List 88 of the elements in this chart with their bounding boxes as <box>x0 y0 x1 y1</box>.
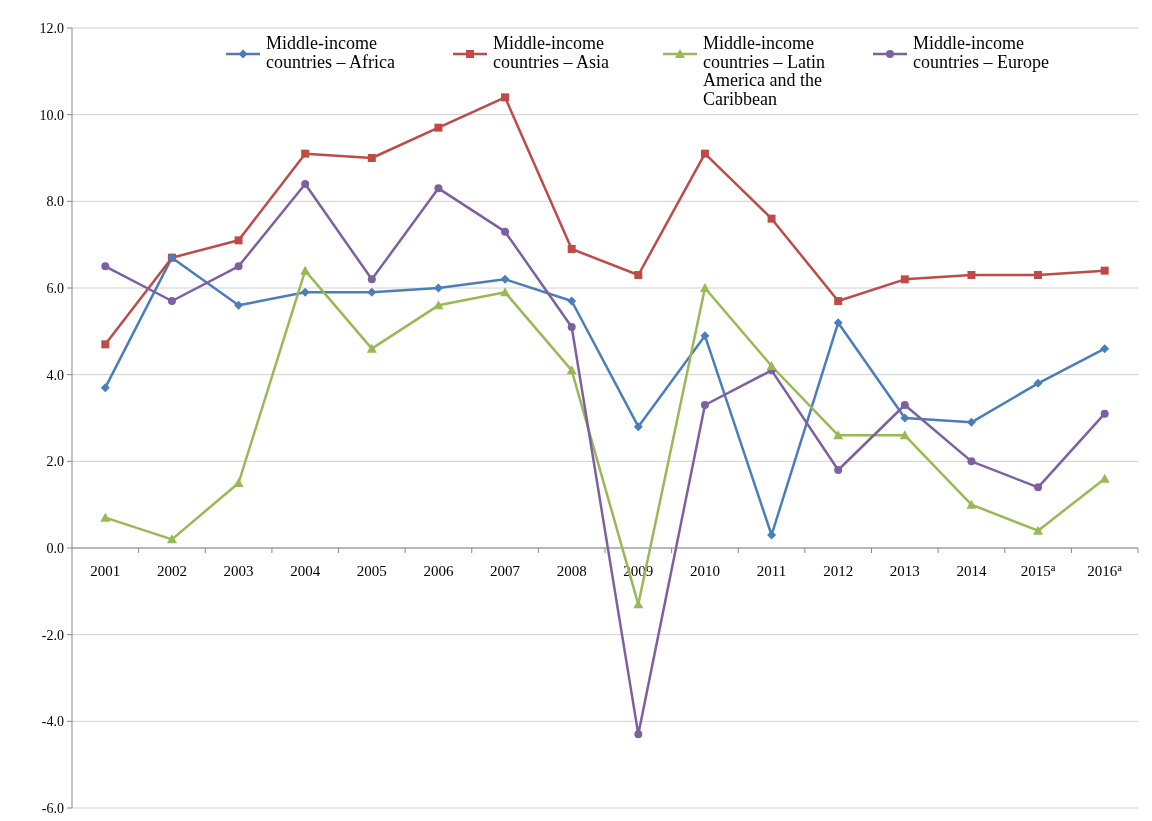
x-tick-label: 2011 <box>756 563 787 579</box>
point <box>301 149 310 158</box>
point <box>566 365 577 375</box>
point <box>900 413 910 423</box>
point <box>367 287 377 297</box>
point <box>700 401 709 409</box>
point <box>700 331 710 341</box>
point <box>1033 378 1043 388</box>
point <box>567 296 577 306</box>
point <box>100 383 110 393</box>
point <box>366 343 377 353</box>
x-tick-label: 2005 <box>356 563 387 579</box>
x-tick-label: 2014 <box>956 563 987 579</box>
point <box>567 323 576 331</box>
point <box>966 417 976 427</box>
point <box>234 262 243 271</box>
x-tick-label: 2002 <box>156 563 187 579</box>
y-tick-label: 0.0 <box>46 540 64 556</box>
point <box>966 499 977 509</box>
point <box>166 534 177 544</box>
y-tick-label: 4.0 <box>46 367 64 383</box>
point <box>300 287 310 297</box>
x-tick-label: 2004 <box>290 563 321 579</box>
point <box>167 297 176 305</box>
point <box>767 214 776 223</box>
point <box>101 262 110 271</box>
point <box>634 271 643 279</box>
point <box>1034 483 1043 492</box>
point <box>633 422 643 432</box>
point <box>900 401 909 409</box>
y-tick-label: -6.0 <box>41 800 64 816</box>
point <box>699 283 710 292</box>
point <box>500 287 511 297</box>
y-tick-label: 10.0 <box>39 107 64 123</box>
x-tick-label: 2010 <box>689 563 720 579</box>
point <box>501 93 510 102</box>
point <box>433 300 444 310</box>
legend-label: Middle-income countries – Latin America and the Caribbean <box>703 32 825 110</box>
x-tick-label: 2012 <box>823 563 854 579</box>
point <box>1100 409 1109 418</box>
point <box>967 271 976 279</box>
point <box>234 236 243 245</box>
y-tick-label: 2.0 <box>46 454 64 470</box>
point <box>766 361 777 370</box>
point <box>634 730 643 739</box>
x-tick-label: 2003 <box>223 563 254 579</box>
y-tick-label: -2.0 <box>41 627 64 643</box>
point <box>434 123 443 132</box>
point <box>1033 525 1044 535</box>
point <box>1100 344 1110 354</box>
point <box>1100 266 1109 275</box>
point <box>767 530 777 540</box>
legend-label: Middle-income countries – Europe <box>913 32 1049 72</box>
legend-label: Middle-income countries – Africa <box>266 32 395 72</box>
point <box>833 318 843 328</box>
point <box>234 300 244 310</box>
x-tick-label: 2006 <box>423 563 454 579</box>
x-tick-label: 2008 <box>556 563 587 579</box>
y-tick-label: 6.0 <box>46 280 64 296</box>
point <box>567 245 576 253</box>
point <box>367 154 376 162</box>
point <box>101 340 110 349</box>
x-tick-label: 2007 <box>490 563 521 579</box>
point <box>967 457 976 466</box>
x-tick-label: 2015$^{a}$ <box>1020 561 1056 579</box>
point <box>100 512 111 522</box>
point <box>700 149 709 158</box>
point <box>501 227 510 236</box>
point <box>434 184 443 193</box>
point <box>900 275 909 284</box>
y-tick-label: 12.0 <box>39 20 64 36</box>
point <box>833 430 844 440</box>
point <box>301 180 310 188</box>
y-tick-label: -4.0 <box>41 714 64 730</box>
point <box>300 265 311 275</box>
x-tick-label: 2001 <box>90 563 121 579</box>
x-tick-label: 2013 <box>889 563 920 579</box>
point <box>899 430 910 440</box>
y-tick-label: 8.0 <box>46 194 64 210</box>
x-tick-label: 2016$^{a}$ <box>1087 561 1123 579</box>
point <box>834 297 843 305</box>
point <box>1034 271 1043 279</box>
point <box>500 274 510 284</box>
legend-label: Middle-income countries – Asia <box>493 32 609 72</box>
point <box>367 275 376 284</box>
point <box>233 478 244 487</box>
point <box>834 466 843 474</box>
point <box>1099 473 1110 483</box>
